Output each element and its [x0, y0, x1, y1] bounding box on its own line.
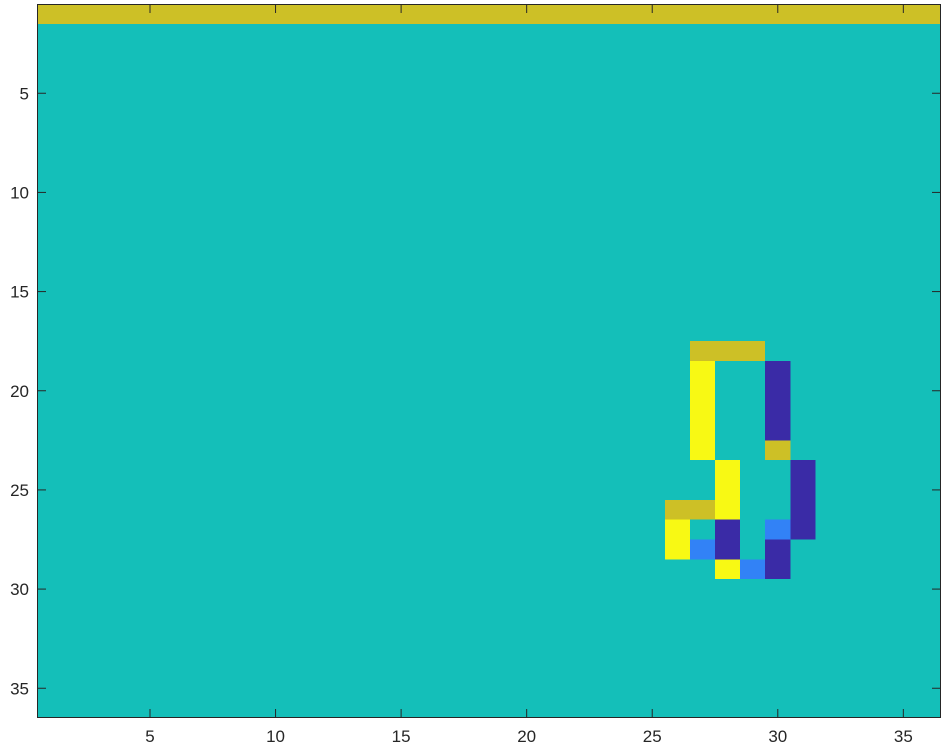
heatmap-cell — [715, 460, 740, 480]
x-tick-label: 20 — [517, 727, 536, 746]
y-tick-label: 35 — [10, 679, 29, 698]
heatmap-cell — [690, 540, 715, 560]
heatmap-cell — [665, 540, 690, 560]
heatmap-cell — [665, 520, 690, 540]
heatmap-cell — [690, 421, 715, 441]
plot-area — [37, 4, 941, 718]
heatmap-cell — [765, 381, 790, 401]
heatmap-cell — [690, 341, 765, 361]
x-tick-label: 15 — [392, 727, 411, 746]
heatmap-cell — [790, 500, 815, 520]
heatmap-cell — [765, 540, 790, 560]
heatmap-cell — [665, 500, 715, 520]
y-tick-label: 10 — [10, 183, 29, 202]
plot-background — [37, 4, 941, 718]
heatmap-cell — [790, 480, 815, 500]
heatmap-cell — [690, 440, 715, 460]
heatmap-cell — [690, 361, 715, 381]
heatmap-cell — [690, 401, 715, 421]
heatmap-cell — [765, 559, 790, 579]
heatmap-cell — [690, 381, 715, 401]
heatmap-cell — [765, 401, 790, 421]
x-tick-label: 35 — [894, 727, 913, 746]
y-tick-label: 5 — [20, 84, 29, 103]
heatmap-cell — [790, 460, 815, 480]
y-tick-label: 25 — [10, 481, 29, 500]
heatmap-cell — [715, 559, 740, 579]
heatmap-cell — [715, 500, 740, 520]
heatmap-cell — [765, 520, 790, 540]
heatmap-cell — [37, 4, 941, 24]
heatmap-cell — [715, 480, 740, 500]
heatmap-cell — [715, 520, 740, 540]
x-tick-label: 30 — [768, 727, 787, 746]
heatmap-cell — [765, 361, 790, 381]
heatmap-cell — [765, 440, 790, 460]
heatmap-cell — [765, 421, 790, 441]
heatmap-cell — [790, 520, 815, 540]
y-tick-label: 20 — [10, 382, 29, 401]
x-tick-label: 25 — [643, 727, 662, 746]
heatmap-cell — [715, 540, 740, 560]
heatmap-cell — [740, 559, 765, 579]
x-tick-label: 10 — [266, 727, 285, 746]
y-tick-label: 15 — [10, 283, 29, 302]
y-tick-label: 30 — [10, 580, 29, 599]
x-tick-label: 5 — [145, 727, 154, 746]
